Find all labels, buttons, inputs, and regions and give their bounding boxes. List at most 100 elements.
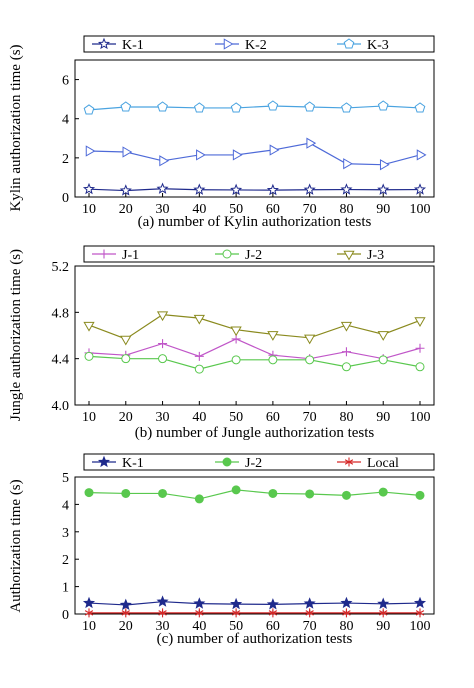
data-point — [305, 355, 315, 365]
data-point — [415, 490, 425, 500]
data-point — [158, 608, 167, 618]
data-point — [268, 488, 278, 498]
x-tick-label: 10 — [82, 410, 96, 425]
data-point — [304, 101, 316, 112]
x-tick-label: 40 — [192, 410, 206, 425]
series-j-2 — [84, 351, 425, 374]
legend-item-j-2: J-2 — [215, 456, 262, 471]
x-tick-label: 50 — [229, 410, 243, 425]
legend-label: J-2 — [245, 248, 262, 263]
legend-marker-icon — [343, 250, 355, 261]
data-point — [379, 608, 388, 618]
legend-item-k-3: K-3 — [337, 38, 389, 53]
series-line — [88, 355, 421, 370]
legend-label: K-1 — [122, 456, 144, 471]
x-tick-label: 100 — [410, 410, 431, 425]
data-point — [119, 598, 132, 611]
x-tick-label: 100 — [410, 619, 431, 634]
x-tick-label: 50 — [229, 202, 243, 217]
data-point — [377, 597, 390, 609]
legend-item-j-1: J-1 — [92, 248, 139, 263]
y-axis-label: Authorization time (s) — [8, 479, 24, 612]
series-line — [88, 338, 421, 360]
legend-marker-icon — [222, 249, 232, 259]
data-point — [303, 183, 316, 195]
series-line — [88, 601, 421, 606]
data-point — [83, 104, 95, 115]
data-point — [158, 488, 168, 498]
data-point — [341, 490, 351, 500]
legend-label: K-3 — [367, 38, 389, 53]
legend: K-1 J-2 Local — [83, 453, 435, 471]
plot-frame — [74, 59, 435, 198]
y-tick-label: 2 — [62, 152, 69, 167]
x-tick-label: 50 — [229, 619, 243, 634]
data-point — [378, 355, 388, 365]
legend-marker-icon — [97, 455, 111, 468]
legend-marker-icon — [343, 38, 355, 49]
legend-marker-icon — [99, 249, 109, 259]
x-axis: 10 20 30 40 50 60 70 80 90 100 — [82, 193, 431, 217]
data-point — [377, 331, 389, 341]
data-point — [268, 355, 278, 365]
x-tick-label: 70 — [303, 202, 317, 217]
data-point — [415, 343, 425, 353]
data-point — [414, 102, 426, 113]
legend-item-j-2: J-2 — [215, 248, 262, 263]
data-point — [230, 326, 242, 337]
chart-jungle: J-1 J-2 J-34.04.44.85.210 20 30 40 50 60 70 80 90 1… — [8, 245, 435, 441]
data-point — [340, 321, 353, 332]
data-point — [306, 137, 317, 149]
legend: K-1 K-2 K-3 — [83, 35, 435, 53]
data-point — [415, 608, 425, 618]
x-tick-label: 20 — [119, 410, 133, 425]
data-point — [341, 102, 352, 113]
legend-item-k-1: K-1 — [92, 455, 144, 471]
data-point — [84, 488, 94, 498]
data-point — [230, 597, 243, 610]
x-axis-label: (a) number of Kylin authorization tests — [138, 214, 372, 230]
series-line — [88, 489, 421, 500]
data-point — [341, 347, 351, 357]
data-point — [340, 596, 353, 609]
y-axis: 0 1 2 3 4 5 — [62, 471, 79, 623]
legend-item-j-3: J-3 — [337, 248, 384, 263]
legend-box — [83, 453, 435, 471]
plot-frame — [74, 265, 435, 406]
data-point — [341, 362, 351, 372]
y-tick-label: 4.8 — [52, 306, 70, 321]
x-tick-label: 10 — [82, 202, 96, 217]
x-tick-label: 90 — [376, 619, 390, 634]
x-tick-label: 90 — [376, 410, 390, 425]
data-point — [195, 608, 204, 618]
data-point — [413, 596, 427, 609]
data-point — [84, 351, 94, 361]
data-point — [121, 608, 130, 618]
legend-marker-icon — [97, 37, 111, 50]
x-axis-label: (c) number of authorization tests — [157, 631, 353, 647]
y-axis-label: Kylin authorization time (s) — [8, 44, 24, 211]
legend-marker-icon — [222, 457, 232, 467]
legend-label: Local — [367, 456, 399, 471]
x-axis: 10 20 30 40 50 60 70 80 90 100 — [82, 401, 431, 425]
x-tick-label: 70 — [303, 619, 317, 634]
x-tick-label: 20 — [119, 202, 133, 217]
data-point — [85, 145, 96, 157]
x-tick-label: 60 — [266, 202, 280, 217]
x-axis-label: (b) number of Jungle authorization tests — [135, 425, 375, 441]
x-tick-label: 100 — [410, 202, 431, 217]
data-point — [84, 608, 94, 618]
data-point — [82, 182, 96, 195]
data-point — [231, 355, 241, 365]
legend: J-1 J-2 J-3 — [83, 245, 435, 263]
data-point — [377, 183, 390, 195]
y-axis: 4.0 4.4 4.8 5.2 — [52, 260, 79, 414]
x-tick-label: 90 — [376, 202, 390, 217]
legend-label: J-1 — [122, 248, 139, 263]
legend-item-k-2: K-2 — [215, 38, 267, 53]
y-tick-label: 4 — [62, 498, 69, 513]
data-point — [232, 149, 243, 161]
data-point — [119, 184, 132, 196]
series-line — [88, 142, 421, 166]
y-axis: 0 2 4 6 — [62, 74, 79, 206]
